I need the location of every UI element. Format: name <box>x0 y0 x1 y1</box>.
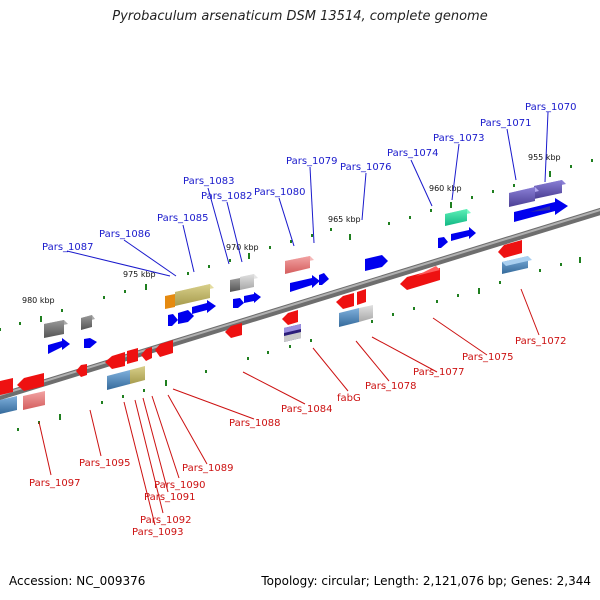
gene-block[interactable] <box>509 180 566 207</box>
position-label: 960 kbp <box>429 184 462 193</box>
gene-label[interactable]: Pars_1084 <box>281 404 332 415</box>
gene-block[interactable] <box>44 315 95 338</box>
position-label: 955 kbp <box>528 153 561 162</box>
gene-label[interactable]: Pars_1095 <box>79 458 130 469</box>
accession-text: Accession: NC_009376 <box>9 574 146 588</box>
position-labels: 955 kbp 960 kbp 965 kbp 970 kbp 975 kbp … <box>22 153 561 305</box>
gene-label[interactable]: Pars_1077 <box>413 367 464 378</box>
gene-label[interactable]: Pars_1070 <box>525 102 576 113</box>
genome-backbone <box>0 207 600 401</box>
gene-label[interactable]: Pars_1097 <box>29 478 80 489</box>
gene-label[interactable]: Pars_1092 <box>140 515 191 526</box>
gene-label[interactable]: Pars_1071 <box>480 118 531 129</box>
position-label: 970 kbp <box>226 243 259 252</box>
gene-label[interactable]: Pars_1074 <box>387 148 438 159</box>
gene-block[interactable] <box>502 256 532 274</box>
gene-label[interactable]: Pars_1088 <box>229 418 280 429</box>
gene-label[interactable]: Pars_1087 <box>42 242 93 253</box>
gene-arrows-reverse[interactable] <box>0 240 522 395</box>
gene-label[interactable]: Pars_1091 <box>144 492 195 503</box>
position-tick-rows <box>0 159 593 431</box>
gene-label[interactable]: Pars_1072 <box>515 336 566 347</box>
position-label: 965 kbp <box>328 215 361 224</box>
gene-label[interactable]: Pars_1079 <box>286 156 337 167</box>
position-label: 980 kbp <box>22 296 55 305</box>
reverse-callouts <box>38 288 540 526</box>
gene-block[interactable] <box>284 324 301 342</box>
gene-label[interactable]: Pars_1090 <box>154 480 205 491</box>
gene-label[interactable]: Pars_1075 <box>462 352 513 363</box>
reverse-gene-labels: Pars_1072 Pars_1075 Pars_1077 Pars_1078 … <box>29 336 566 538</box>
genome-title: Pyrobaculum arsenaticum DSM 13514, compl… <box>112 9 488 24</box>
gene-block[interactable] <box>165 284 214 309</box>
position-label: 975 kbp <box>123 270 156 279</box>
gene-label[interactable]: Pars_1078 <box>365 381 416 392</box>
gene-block[interactable] <box>445 209 471 226</box>
gene-label[interactable]: Pars_1085 <box>157 213 208 224</box>
gene-label[interactable]: Pars_1089 <box>182 463 233 474</box>
gene-label[interactable]: Pars_1093 <box>132 527 183 538</box>
gene-label[interactable]: Pars_1086 <box>99 229 150 240</box>
gene-label[interactable]: Pars_1082 <box>201 191 252 202</box>
forward-callouts <box>66 111 549 277</box>
reverse-genes[interactable] <box>0 240 532 414</box>
gene-block[interactable] <box>230 274 258 292</box>
gene-block[interactable] <box>107 366 145 390</box>
gene-block[interactable] <box>339 305 373 327</box>
gene-block[interactable] <box>285 256 314 274</box>
forward-gene-labels: Pars_1070 Pars_1071 Pars_1073 Pars_1074 … <box>42 102 576 253</box>
forward-genes[interactable] <box>44 180 568 354</box>
genome-summary-text: Topology: circular; Length: 2,121,076 bp… <box>261 574 591 588</box>
gene-label[interactable]: Pars_1080 <box>254 187 305 198</box>
gene-arrows-forward[interactable] <box>48 198 568 354</box>
gene-label[interactable]: Pars_1076 <box>340 162 391 173</box>
gene-label[interactable]: Pars_1073 <box>433 133 484 144</box>
gene-block[interactable] <box>0 391 45 414</box>
gene-label[interactable]: fabG <box>337 393 361 404</box>
gene-label[interactable]: Pars_1083 <box>183 176 234 187</box>
